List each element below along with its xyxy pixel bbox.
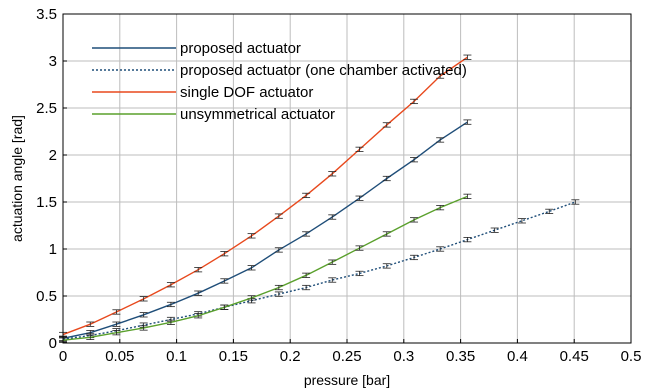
x-tick-label: 0.1 [166,348,187,365]
x-tick-label: 0.35 [446,348,475,365]
legend-item: proposed actuator (one chamber activated… [92,62,467,79]
series-4 [59,193,472,343]
x-tick-label: 0.45 [560,348,589,365]
y-tick-label: 2.5 [36,100,57,117]
series-line [62,195,468,341]
y-tick-label: 2 [49,147,57,164]
y-tick-label: 1.5 [36,194,57,211]
x-tick-label: 0.3 [393,348,414,365]
y-axis-label: actuation angle [rad] [9,115,25,242]
y-tick-label: 0 [49,335,57,352]
x-tick-label: 0.15 [219,348,248,365]
legend-label: single DOF actuator [180,84,313,101]
y-tick-label: 0.5 [36,288,57,305]
legend-label: proposed actuator [180,40,301,57]
series-3 [59,54,472,338]
x-tick-label: 0.2 [280,348,301,365]
legend-item: unsymmetrical actuator [92,106,335,123]
legend-item: single DOF actuator [92,84,313,101]
series-line [62,56,468,336]
legend-item: proposed actuator [92,40,301,57]
plot-frame [62,13,632,344]
y-tick-label: 3 [49,53,57,70]
legend: proposed actuator proposed actuator (one … [92,40,467,123]
x-tick-label: 0 [59,348,67,365]
series-line [62,121,468,339]
x-tick-label: 0.5 [621,348,642,365]
y-tick-label: 3.5 [36,6,57,23]
series-2 [59,199,580,342]
x-tick-label: 0.25 [332,348,361,365]
x-tick-label: 0.4 [507,348,528,365]
axis-ticks: 0 0.05 0.1 0.15 0.2 0.25 0.3 0.35 0.4 0.45 0.5 0 0.5… [36,6,641,365]
y-tick-label: 1 [49,241,57,258]
legend-label: proposed actuator (one chamber activated… [180,62,467,79]
series-layer [59,54,580,343]
x-tick-label: 0.05 [105,348,134,365]
legend-label: unsymmetrical actuator [180,106,335,123]
series-line [62,201,576,340]
x-axis-label: pressure [bar] [304,372,390,388]
